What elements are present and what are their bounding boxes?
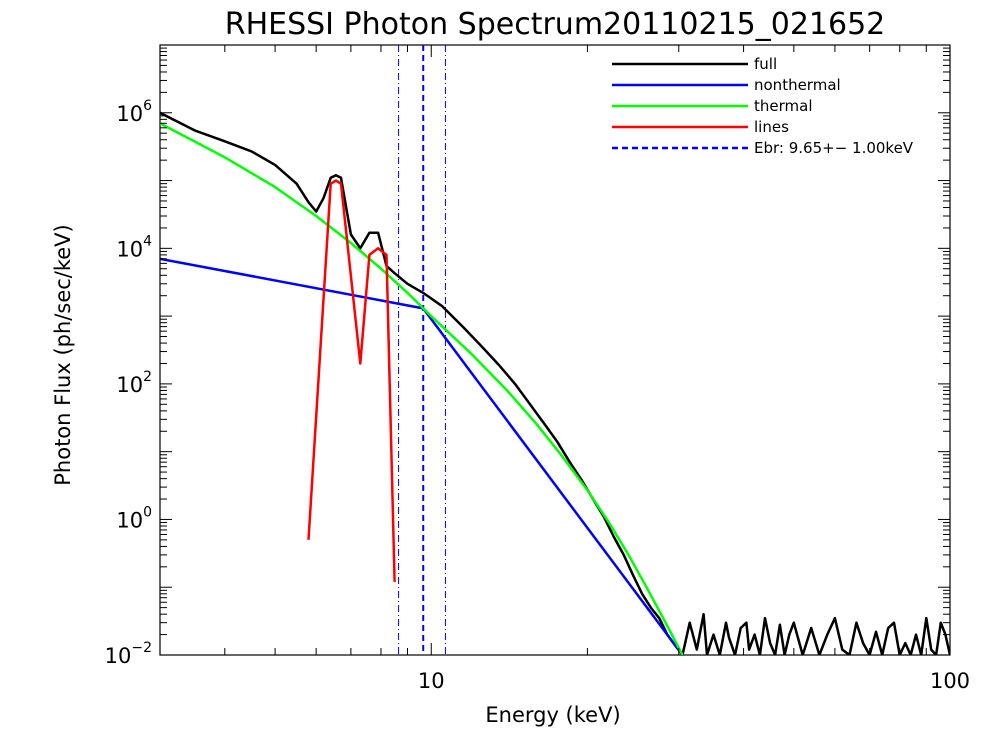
legend-label: thermal <box>754 97 813 115</box>
legend: full nonthermal thermal lines Ebr: 9.65+− 1.… <box>612 55 914 157</box>
x-tick-label: 10 <box>418 669 445 693</box>
y-tick-label: 100 <box>116 504 152 532</box>
y-tick-label: 106 <box>116 98 152 126</box>
y-tick-label: 104 <box>116 233 152 261</box>
legend-label: full <box>754 55 777 73</box>
plot-frame <box>159 44 951 656</box>
plot-area <box>159 44 951 656</box>
y-axis-ticks: 10−2 100 102 104 106 <box>105 44 950 668</box>
legend-label: nonthermal <box>754 76 841 94</box>
x-axis-ticks: 10 100 <box>159 45 970 693</box>
y-tick-label: 102 <box>116 369 152 397</box>
chart-title: RHESSI Photon Spectrum20110215_021652 <box>225 7 886 42</box>
legend-label: lines <box>754 118 789 136</box>
series-nonthermal <box>160 257 684 655</box>
x-tick-label: 100 <box>930 669 970 693</box>
x-axis-label: Energy (keV) <box>485 703 620 727</box>
legend-label: Ebr: 9.65+− 1.00keV <box>754 139 914 157</box>
series-lines <box>307 179 396 582</box>
y-tick-label: 10−2 <box>105 640 152 668</box>
series-thermal <box>160 122 684 655</box>
series-full <box>160 111 950 655</box>
y-axis-label: Photon Flux (ph/sec/keV) <box>51 224 75 486</box>
